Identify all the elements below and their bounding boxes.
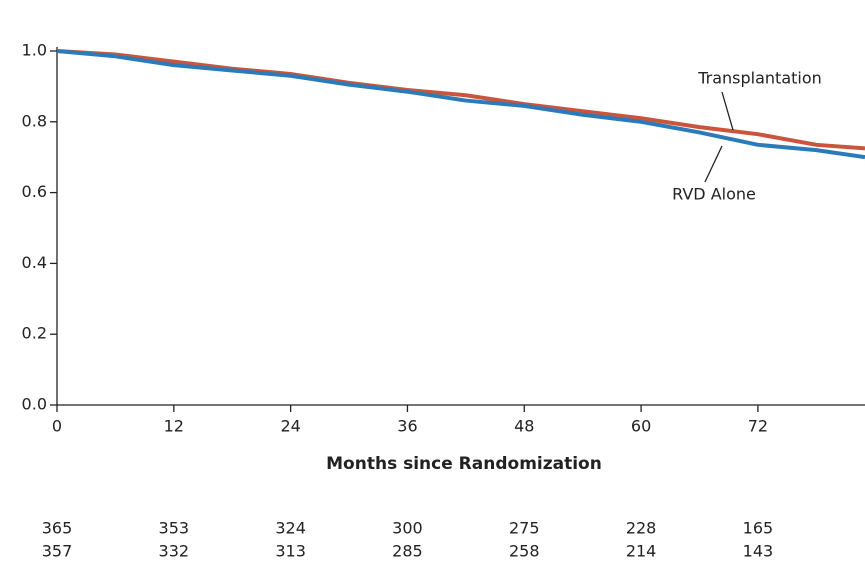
annotation-leader	[721, 91, 734, 131]
y-tick-label: 0.8	[22, 111, 47, 130]
x-tick-label: 0	[52, 417, 62, 436]
x-tick-label: 60	[631, 417, 651, 436]
number-at-risk: 353	[159, 519, 190, 538]
x-tick-label: 36	[397, 417, 417, 436]
number-at-risk: 324	[275, 519, 306, 538]
number-at-risk: 300	[392, 519, 423, 538]
number-at-risk: 357	[42, 542, 73, 561]
annotation-leader	[704, 145, 723, 183]
x-tick-label: 12	[164, 417, 184, 436]
number-at-risk: 313	[275, 542, 306, 561]
y-tick-label: 0.2	[22, 324, 47, 343]
number-at-risk: 258	[509, 542, 540, 561]
number-at-risk: 214	[626, 542, 657, 561]
survival-curve	[56, 49, 865, 160]
x-tick-label: 24	[280, 417, 300, 436]
y-tick-label: 0.4	[22, 253, 47, 272]
y-tick-label: 1.0	[22, 41, 47, 60]
number-at-risk: 143	[743, 542, 774, 561]
x-axis-label: Months since Randomization	[326, 454, 602, 474]
x-tick-label: 72	[748, 417, 768, 436]
number-at-risk: 275	[509, 519, 540, 538]
y-tick-label: 0.0	[22, 395, 47, 414]
number-at-risk: 332	[159, 542, 190, 561]
x-tick-label: 48	[514, 417, 534, 436]
survival-curve	[56, 49, 865, 151]
number-at-risk: 285	[392, 542, 423, 561]
number-at-risk: 228	[626, 519, 657, 538]
number-at-risk: 365	[42, 519, 73, 538]
series-annotation: Transplantation	[697, 69, 822, 88]
y-tick-label: 0.6	[22, 182, 47, 201]
series-annotation: RVD Alone	[672, 185, 756, 204]
number-at-risk: 165	[743, 519, 774, 538]
